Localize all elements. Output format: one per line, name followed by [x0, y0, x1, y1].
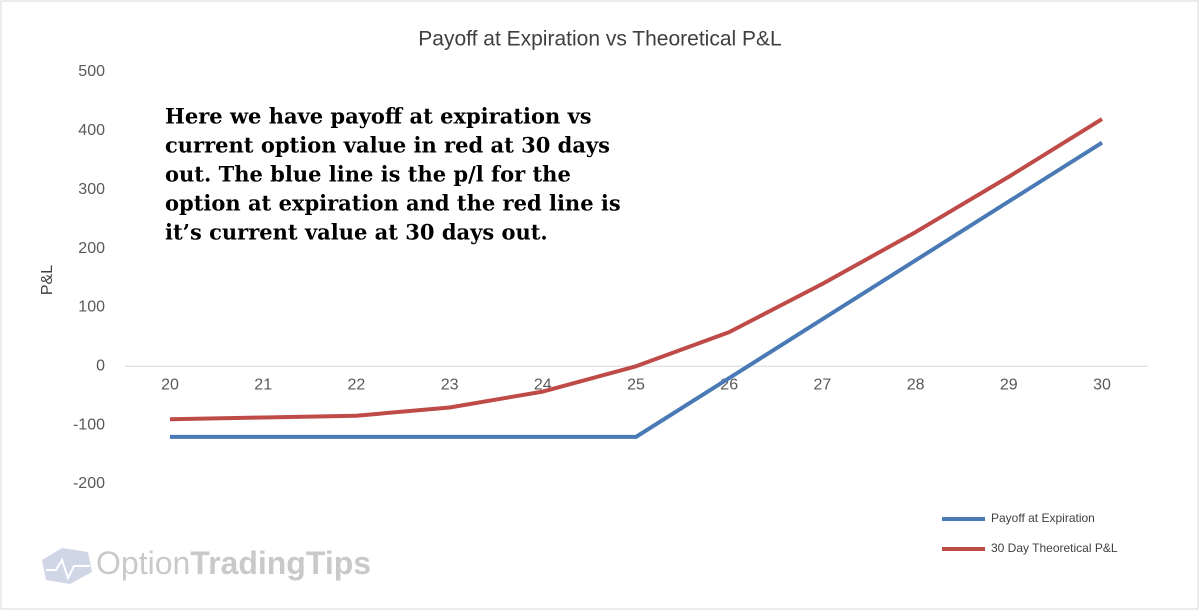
watermark: OptionTradingTips	[42, 545, 371, 584]
y-tick-label: 100	[78, 299, 105, 316]
annotation-line: option at expiration and the red line is	[165, 191, 621, 216]
y-tick-label: -200	[73, 475, 105, 492]
watermark-text: Option	[96, 545, 190, 581]
y-tick-label: 500	[78, 63, 105, 80]
x-tick-label: 25	[627, 377, 645, 394]
annotation-line: it’s current value at 30 days out.	[165, 220, 548, 245]
series-line	[170, 140, 1104, 439]
y-tick-label: 200	[78, 240, 105, 257]
annotation-line: Here we have payoff at expiration vs	[165, 104, 592, 129]
x-tick-label: 27	[814, 377, 832, 394]
y-tick-label: -100	[73, 416, 105, 433]
legend-label: 30 Day Theoretical P&L	[991, 541, 1118, 555]
x-tick-label: 22	[348, 377, 366, 394]
series-line	[169, 117, 1104, 422]
y-tick-label: 300	[78, 181, 105, 198]
x-tick-label: 21	[254, 377, 272, 394]
chart-title: Payoff at Expiration vs Theoretical P&L	[418, 28, 781, 51]
x-tick-label: 20	[161, 377, 179, 394]
annotation-line: out. The blue line is the p/l for the	[165, 162, 571, 187]
annotation-line: current option value in red at 30 days	[165, 133, 610, 158]
watermark-text: TradingTips	[190, 545, 371, 581]
x-tick-label: 28	[907, 377, 925, 394]
watermark-icon	[46, 557, 90, 581]
x-tick-label: 29	[1000, 377, 1018, 394]
watermark-text: OptionTradingTips	[96, 545, 371, 581]
y-tick-label: 400	[78, 122, 105, 139]
x-tick-label: 23	[441, 377, 459, 394]
legend-label: Payoff at Expiration	[991, 511, 1095, 525]
y-axis-label: P&L	[39, 265, 56, 295]
x-tick-label: 30	[1093, 377, 1111, 394]
annotation: Here we have payoff at expiration vs cur…	[165, 104, 621, 245]
y-tick-label: 0	[96, 358, 105, 375]
watermark-icon	[42, 548, 92, 584]
